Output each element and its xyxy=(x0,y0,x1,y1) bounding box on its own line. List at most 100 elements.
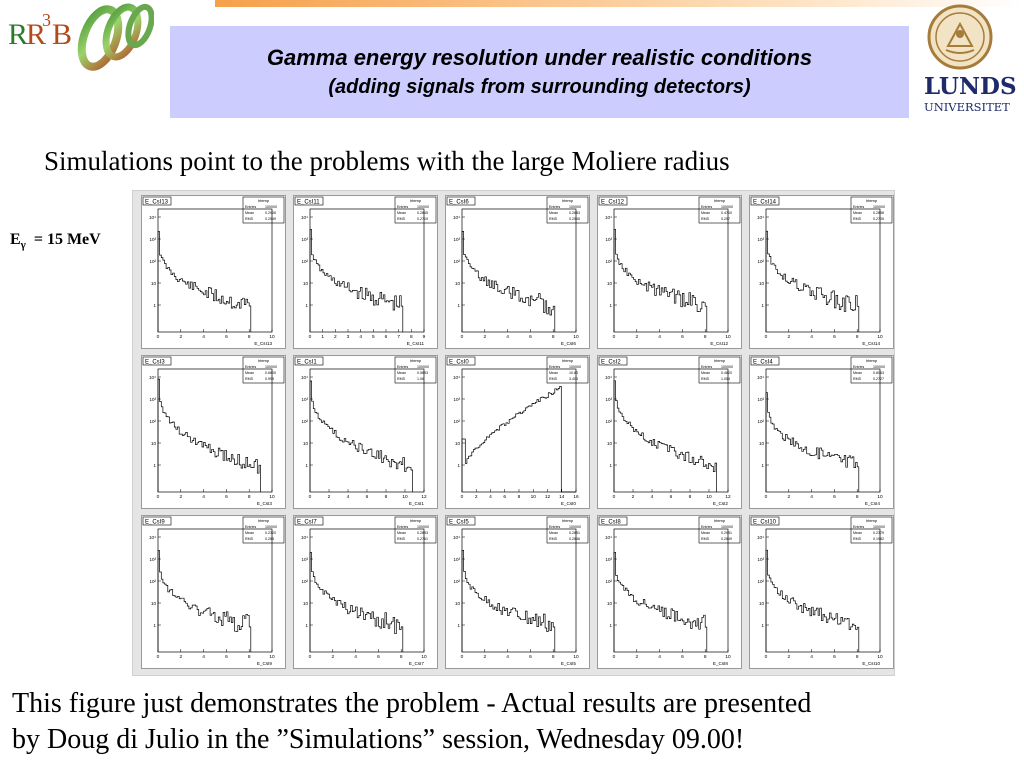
x-tick-label: 10 xyxy=(402,494,408,500)
histogram-panel: E_CsI4 htemp Entries 100000 Mean 0.8063 RMS 0.2… xyxy=(749,355,894,509)
x-tick-label: 6 xyxy=(681,654,684,660)
histogram-panel: E_CsI10 htemp Entries 100000 Mean 0.2379 RMS 0.… xyxy=(749,515,894,669)
y-tick-label: 1 xyxy=(153,463,156,468)
x-tick-label: 0 xyxy=(613,334,616,340)
x-tick-label: 8 xyxy=(552,334,555,340)
histogram-panel: E_CsI2 htemp Entries 100000 Mean 0.4820 RMS 1.0… xyxy=(597,355,742,509)
stats-frame xyxy=(546,196,589,224)
stats-value: 0.999 xyxy=(265,377,274,381)
y-tick-label: 10² xyxy=(605,259,612,264)
x-tick-label: 10 xyxy=(877,494,883,500)
x-tick-label: 2 xyxy=(334,334,337,340)
x-tick-label: 8 xyxy=(518,494,521,500)
y-tick-label: 10⁴ xyxy=(605,535,612,540)
y-tick-label: 10⁴ xyxy=(453,375,460,380)
stats-value: 100000 xyxy=(721,365,733,369)
x-tick-label: 8 xyxy=(552,654,555,660)
x-axis-label: E_CsI9 xyxy=(257,661,273,666)
stats-value: 0.2898 xyxy=(873,211,884,215)
y-tick-label: 10³ xyxy=(605,557,612,562)
stats-frame xyxy=(394,516,437,544)
caption-line-2: by Doug di Julio in the ”Simulations” se… xyxy=(12,724,745,755)
x-tick-label: 2 xyxy=(635,654,638,660)
y-tick-label: 1 xyxy=(153,303,156,308)
y-tick-label: 1 xyxy=(305,463,308,468)
stats-label: Mean xyxy=(853,371,862,375)
x-tick-label: 10 xyxy=(877,334,883,340)
stats-label: Mean xyxy=(397,371,406,375)
stats-title: htemp xyxy=(410,198,422,203)
y-tick-label: 1 xyxy=(761,623,764,628)
stats-label: RMS xyxy=(397,377,406,381)
y-tick-label: 10⁴ xyxy=(605,375,612,380)
x-tick-label: 8 xyxy=(856,334,859,340)
stats-value: 0.2845 xyxy=(417,211,428,215)
r3b-letter-b: B xyxy=(52,18,72,51)
x-tick-label: 0 xyxy=(461,654,464,660)
stats-value: 0.2893 xyxy=(417,531,428,535)
histogram-panel: E_CsI0 htemp Entries 100000 Mean 10.83 RMS 3.40… xyxy=(445,355,590,509)
x-tick-label: 4 xyxy=(202,334,205,340)
x-tick-label: 8 xyxy=(704,334,707,340)
x-axis-label: E_CsI12 xyxy=(710,341,728,346)
x-tick-label: 0 xyxy=(157,334,160,340)
y-tick-label: 10 xyxy=(607,281,613,286)
stats-title: htemp xyxy=(410,358,422,363)
stats-label: RMS xyxy=(853,537,862,541)
stats-title: htemp xyxy=(258,198,270,203)
x-tick-label: 0 xyxy=(765,334,768,340)
x-tick-label: 4 xyxy=(810,334,813,340)
stats-label: RMS xyxy=(245,217,254,221)
stats-value: 0.4820 xyxy=(721,371,732,375)
stats-value: 0.2320 xyxy=(265,531,276,535)
histogram-curve xyxy=(613,551,708,652)
stats-frame xyxy=(242,196,285,224)
histogram-curve xyxy=(765,549,860,652)
x-tick-label: 4 xyxy=(658,334,661,340)
y-tick-label: 10² xyxy=(149,419,156,424)
lund-name: LUNDS xyxy=(924,73,1017,100)
x-tick-label: 4 xyxy=(202,654,205,660)
histogram-curve xyxy=(765,230,860,332)
stats-label: Entries xyxy=(549,205,560,209)
histogram-title: E_CsI5 xyxy=(449,520,469,526)
y-tick-label: 1 xyxy=(761,303,764,308)
histogram-title: E_CsI11 xyxy=(297,200,320,206)
histogram-grid: E_CsI13 htemp Entries 100000 Mean 0.2926 RMS 0.… xyxy=(132,190,895,676)
x-tick-label: 6 xyxy=(529,334,532,340)
x-tick-label: 6 xyxy=(833,334,836,340)
x-axis-label: E_CsI1 xyxy=(409,501,425,506)
y-tick-label: 10⁴ xyxy=(301,535,308,540)
stats-label: Entries xyxy=(397,205,408,209)
stats-frame xyxy=(394,196,437,224)
y-tick-label: 1 xyxy=(457,623,460,628)
x-tick-label: 6 xyxy=(225,654,228,660)
stats-value: 0.2545 xyxy=(569,217,580,221)
stats-label: Entries xyxy=(701,365,712,369)
x-tick-label: 12 xyxy=(725,494,731,500)
histogram-title: E_CsI1 xyxy=(297,360,317,366)
stats-value: 0.2379 xyxy=(873,531,884,535)
x-tick-label: 8 xyxy=(400,654,403,660)
x-axis-label: E_CsI5 xyxy=(561,661,577,666)
x-tick-label: 4 xyxy=(506,334,509,340)
y-tick-label: 10³ xyxy=(757,237,764,242)
y-tick-label: 10⁴ xyxy=(149,215,156,220)
y-tick-label: 1 xyxy=(457,303,460,308)
histogram-curve xyxy=(157,550,252,652)
histogram-panel: E_CsI8 htemp Entries 100000 Mean 0.2991 RMS 0.2… xyxy=(597,515,742,669)
r3b-rings xyxy=(77,3,154,71)
stats-frame xyxy=(698,196,741,224)
stats-label: Entries xyxy=(397,525,408,529)
stats-label: Mean xyxy=(853,211,862,215)
stats-value: 100000 xyxy=(265,205,277,209)
x-tick-label: 10 xyxy=(573,334,579,340)
stats-frame xyxy=(394,356,437,384)
x-tick-label: 4 xyxy=(810,494,813,500)
histogram-title-box xyxy=(446,516,476,526)
